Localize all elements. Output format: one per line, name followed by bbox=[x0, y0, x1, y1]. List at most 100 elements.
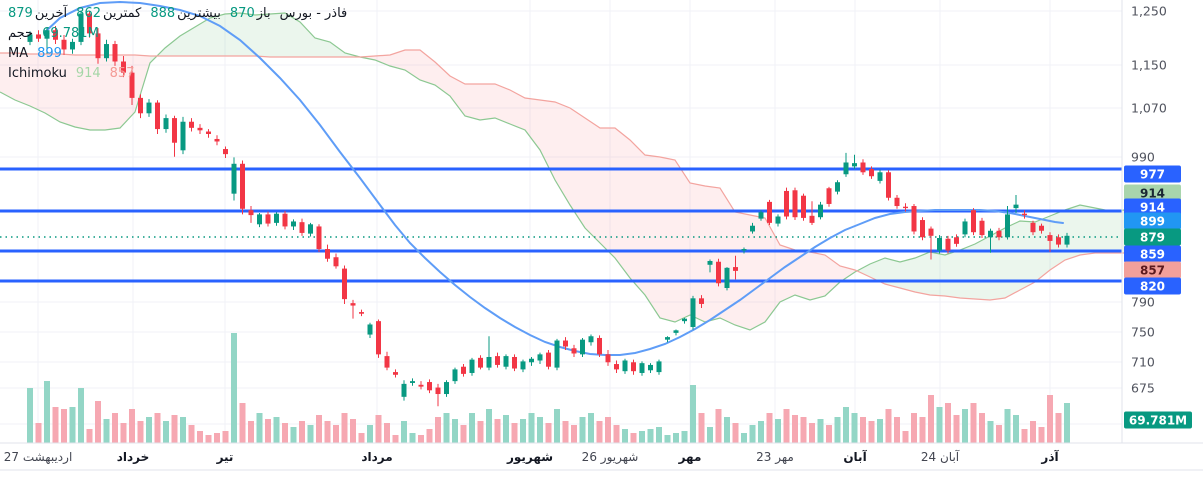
volume-bar bbox=[860, 417, 866, 443]
level-badge: 820 bbox=[1124, 277, 1181, 295]
candle bbox=[495, 356, 500, 365]
candle bbox=[95, 33, 101, 59]
volume-bar bbox=[562, 421, 569, 443]
price-tick: 750 bbox=[1131, 324, 1155, 340]
volume-bar bbox=[715, 409, 722, 443]
volume-bar bbox=[78, 388, 84, 443]
volume-bar bbox=[758, 421, 764, 443]
volume-bar bbox=[299, 421, 305, 443]
candle bbox=[639, 363, 645, 373]
volume-bar bbox=[435, 417, 441, 443]
legend-volume-row: حجم 69.781M bbox=[8, 24, 347, 44]
candle bbox=[784, 190, 789, 217]
candle bbox=[792, 190, 798, 218]
volume-bar bbox=[392, 435, 399, 443]
volume-bar bbox=[358, 433, 365, 443]
candle bbox=[104, 44, 109, 59]
candle bbox=[1013, 204, 1019, 209]
ichimoku-senkou-b-value: 857 bbox=[109, 66, 135, 81]
volume-bar bbox=[205, 435, 212, 443]
candle bbox=[427, 382, 432, 391]
candles bbox=[27, 10, 1070, 407]
volume-bar bbox=[222, 431, 229, 443]
time-axis[interactable]: 27 اردیبهشت خرداد تیر مرداد شهریور 26 شهریور م… bbox=[0, 443, 1203, 470]
volume-bar bbox=[1030, 421, 1036, 443]
candle bbox=[469, 359, 475, 373]
candle bbox=[1039, 225, 1044, 231]
volume-bar bbox=[69, 407, 76, 443]
candle bbox=[699, 298, 704, 304]
price-tick: 710 bbox=[1131, 354, 1155, 370]
candle bbox=[503, 356, 509, 367]
candle bbox=[750, 225, 755, 232]
volume-bar bbox=[528, 413, 535, 443]
candle bbox=[809, 215, 815, 223]
high-value: 888 bbox=[150, 6, 176, 21]
legend-ohlc-row: 879 آخرین 862 کمترین 888 بیشترین 870 باز فاذ… bbox=[8, 4, 347, 24]
candle bbox=[333, 257, 339, 267]
volume-bar bbox=[783, 409, 790, 443]
volume-bar bbox=[588, 413, 594, 443]
candle bbox=[571, 348, 577, 354]
volume-bar bbox=[163, 421, 169, 443]
level-badge: 914 bbox=[1124, 198, 1181, 216]
volume-bar bbox=[698, 413, 705, 443]
volume-bar bbox=[452, 419, 458, 443]
volume-bar bbox=[1021, 429, 1028, 443]
candle bbox=[979, 220, 985, 236]
candle bbox=[257, 214, 262, 225]
ichimoku-b-badge: 857 bbox=[1124, 261, 1181, 279]
candle bbox=[350, 303, 356, 306]
candle bbox=[401, 383, 407, 397]
candle bbox=[733, 267, 738, 271]
candle bbox=[563, 340, 568, 347]
ma-badge: 899 bbox=[1124, 212, 1181, 230]
volume-bar bbox=[477, 421, 484, 443]
volume-bar bbox=[877, 419, 883, 443]
last-label: آخرین bbox=[34, 6, 68, 21]
candle bbox=[818, 204, 823, 218]
volume-bar bbox=[409, 433, 416, 443]
volume-bar bbox=[95, 401, 101, 443]
candle bbox=[886, 172, 891, 198]
volume-bar bbox=[1013, 415, 1019, 443]
candle bbox=[614, 364, 619, 370]
candle bbox=[299, 222, 305, 233]
ichimoku-label: Ichimoku bbox=[8, 66, 67, 81]
ichimoku-senkou-a-value: 914 bbox=[75, 66, 101, 81]
volume-bar bbox=[673, 433, 679, 443]
volume-bar bbox=[1038, 427, 1045, 443]
candle bbox=[274, 213, 279, 223]
volume-bar bbox=[664, 435, 671, 443]
volume-bar bbox=[596, 421, 603, 443]
candle bbox=[70, 41, 75, 50]
candle bbox=[537, 354, 543, 361]
volume-bar bbox=[120, 423, 127, 443]
volume-badge: 69.781M bbox=[1124, 411, 1192, 429]
volume-bar bbox=[197, 431, 203, 443]
volume-bar bbox=[724, 417, 730, 443]
candle bbox=[163, 118, 169, 130]
candle bbox=[248, 210, 254, 216]
senkou-a-line bbox=[0, 12, 1136, 331]
volume-bar bbox=[486, 409, 492, 443]
time-tick: 23 مهر bbox=[756, 449, 794, 464]
candle bbox=[87, 13, 92, 34]
time-tick: خرداد bbox=[116, 449, 150, 464]
candle bbox=[741, 249, 747, 251]
candle bbox=[240, 163, 245, 209]
candle bbox=[1064, 235, 1070, 245]
volume-bar bbox=[401, 421, 407, 443]
candle bbox=[767, 201, 772, 223]
volume-bar bbox=[248, 421, 254, 443]
time-tick: تیر bbox=[216, 449, 234, 464]
candle bbox=[452, 369, 458, 382]
volume-bar bbox=[936, 407, 943, 443]
candle bbox=[826, 188, 832, 204]
legend-ichimoku-row: Ichimoku 914 857 bbox=[8, 64, 347, 84]
volume-bar bbox=[571, 425, 577, 443]
